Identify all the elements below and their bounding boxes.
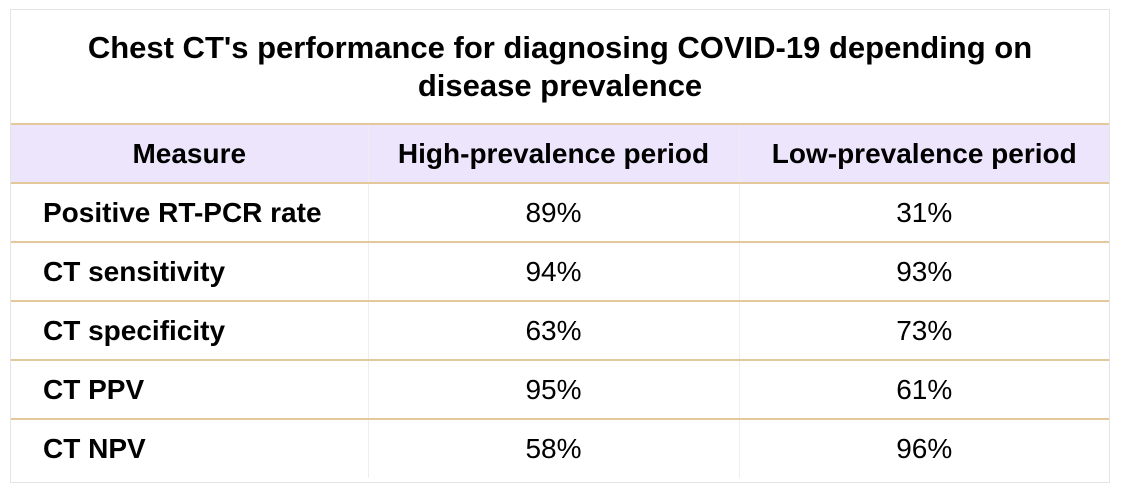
table-title: Chest CT's performance for diagnosing CO… <box>87 29 1033 103</box>
low-prevalence-value: 31% <box>738 182 1109 242</box>
table-row: CT NPV 58% 96% <box>11 418 1109 478</box>
high-prevalence-value: 94% <box>367 241 739 301</box>
high-prevalence-value: 63% <box>367 300 739 360</box>
row-label: CT NPV <box>11 418 368 478</box>
row-label: CT PPV <box>11 359 368 419</box>
table-row: CT specificity 63% 73% <box>11 300 1109 360</box>
performance-table: Measure High-prevalence period Low-preva… <box>11 123 1109 478</box>
row-label: CT specificity <box>11 300 368 360</box>
column-header-high-prevalence: High-prevalence period <box>367 123 739 183</box>
table-row: CT sensitivity 94% 93% <box>11 241 1109 301</box>
low-prevalence-value: 93% <box>738 241 1109 301</box>
low-prevalence-value: 61% <box>738 359 1109 419</box>
row-label: CT sensitivity <box>11 241 368 301</box>
column-header-measure: Measure <box>11 123 368 183</box>
row-label: Positive RT-PCR rate <box>11 182 368 242</box>
high-prevalence-value: 58% <box>367 418 739 478</box>
table-row: Positive RT-PCR rate 89% 31% <box>11 182 1109 242</box>
table-row: CT PPV 95% 61% <box>11 359 1109 419</box>
high-prevalence-value: 95% <box>367 359 739 419</box>
low-prevalence-value: 96% <box>738 418 1109 478</box>
high-prevalence-value: 89% <box>367 182 739 242</box>
table-header-row: Measure High-prevalence period Low-preva… <box>11 123 1109 183</box>
column-header-low-prevalence: Low-prevalence period <box>738 123 1109 183</box>
low-prevalence-value: 73% <box>738 300 1109 360</box>
table-card: Chest CT's performance for diagnosing CO… <box>10 9 1110 483</box>
